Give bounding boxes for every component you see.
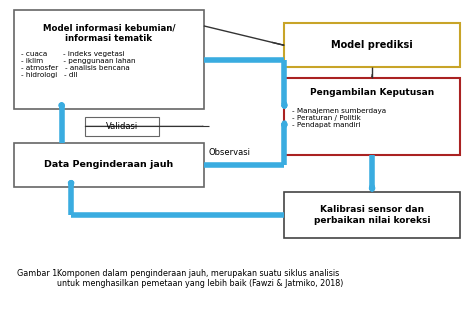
FancyBboxPatch shape	[14, 143, 204, 186]
Text: - Manajemen sumberdaya
- Peraturan / Politik
- Pendapat mandiri: - Manajemen sumberdaya - Peraturan / Pol…	[292, 107, 386, 128]
FancyBboxPatch shape	[284, 23, 460, 67]
Text: Gambar 1.: Gambar 1.	[17, 269, 59, 277]
FancyBboxPatch shape	[284, 192, 460, 238]
Text: Data Penginderaan jauh: Data Penginderaan jauh	[45, 160, 173, 169]
Text: Validasi: Validasi	[106, 122, 138, 131]
FancyBboxPatch shape	[284, 78, 460, 155]
Text: Pengambilan Keputusan: Pengambilan Keputusan	[310, 88, 434, 97]
Text: - cuaca       - indeks vegetasi
- iklim         - penggunaan lahan
- atmosfer   : - cuaca - indeks vegetasi - iklim - peng…	[21, 51, 136, 77]
Text: Komponen dalam penginderaan jauh, merupakan suatu siklus analisis
untuk menghasi: Komponen dalam penginderaan jauh, merupa…	[57, 269, 343, 288]
Text: Kalibrasi sensor dan
perbaikan nilai koreksi: Kalibrasi sensor dan perbaikan nilai kor…	[314, 205, 430, 225]
FancyBboxPatch shape	[14, 10, 204, 109]
Text: Observasi: Observasi	[209, 148, 251, 157]
FancyBboxPatch shape	[85, 117, 159, 136]
Text: Model prediksi: Model prediksi	[331, 40, 413, 50]
Text: Model informasi kebumian/
informasi tematik: Model informasi kebumian/ informasi tema…	[43, 23, 175, 43]
